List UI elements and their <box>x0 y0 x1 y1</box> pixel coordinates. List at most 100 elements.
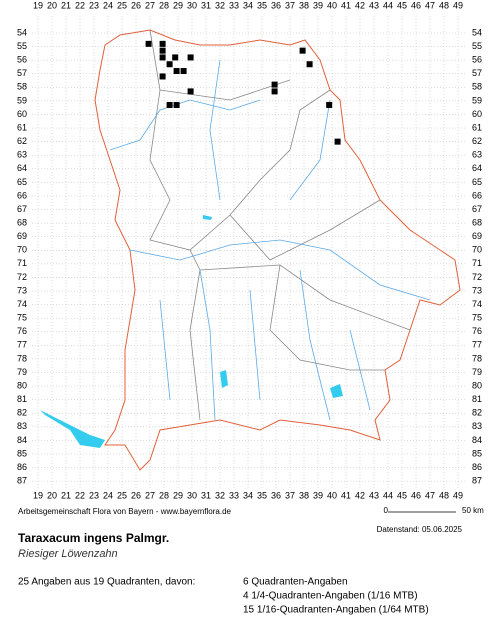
column-label: 44 <box>383 0 393 10</box>
record-square <box>173 101 180 108</box>
record-square <box>159 73 166 80</box>
column-label: 40 <box>327 490 337 500</box>
row-label: 73 <box>17 285 27 295</box>
column-label: 33 <box>229 0 239 10</box>
row-label: 70 <box>472 245 482 255</box>
row-label: 77 <box>17 340 27 350</box>
row-label: 87 <box>17 476 27 486</box>
row-label: 79 <box>17 367 27 377</box>
record-square <box>159 40 166 47</box>
column-label: 30 <box>187 0 197 10</box>
row-label: 62 <box>472 136 482 146</box>
row-label: 72 <box>17 272 27 282</box>
row-label: 76 <box>17 326 27 336</box>
row-label: 54 <box>17 27 27 37</box>
column-label: 48 <box>439 0 449 10</box>
column-label: 45 <box>397 0 407 10</box>
column-label: 20 <box>47 0 57 10</box>
column-label: 46 <box>411 0 421 10</box>
column-label: 28 <box>159 0 169 10</box>
row-label: 58 <box>17 82 27 92</box>
row-label: 69 <box>17 231 27 241</box>
row-label: 82 <box>17 408 27 418</box>
column-label: 42 <box>355 0 365 10</box>
row-label: 83 <box>472 421 482 431</box>
column-label: 43 <box>369 490 379 500</box>
row-label: 73 <box>472 285 482 295</box>
column-label: 37 <box>285 0 295 10</box>
row-label: 60 <box>472 109 482 119</box>
column-label: 29 <box>173 0 183 10</box>
row-label: 85 <box>17 448 27 458</box>
scale-start: 0 <box>384 506 389 515</box>
column-label: 21 <box>61 490 71 500</box>
row-label: 56 <box>472 55 482 65</box>
column-label: 22 <box>75 490 85 500</box>
record-square <box>326 101 333 108</box>
row-label: 64 <box>17 163 27 173</box>
row-label: 58 <box>472 82 482 92</box>
column-label: 39 <box>313 490 323 500</box>
column-label: 20 <box>47 490 57 500</box>
row-label: 54 <box>472 27 482 37</box>
record-square <box>306 61 313 68</box>
credit: Arbeitsgemeinschaft Flora von Bayern - w… <box>18 507 232 516</box>
row-label: 81 <box>472 394 482 404</box>
column-label: 32 <box>215 0 225 10</box>
row-label: 82 <box>472 408 482 418</box>
column-label: 28 <box>159 490 169 500</box>
column-label: 24 <box>103 0 113 10</box>
column-label: 19 <box>33 490 43 500</box>
row-label: 77 <box>472 340 482 350</box>
row-label: 64 <box>472 163 482 173</box>
row-label: 74 <box>17 299 27 309</box>
row-label: 57 <box>472 68 482 78</box>
column-label: 36 <box>271 490 281 500</box>
column-label: 26 <box>131 490 141 500</box>
column-label: 42 <box>355 490 365 500</box>
record-square <box>271 88 278 95</box>
row-label: 72 <box>472 272 482 282</box>
record-square <box>187 88 194 95</box>
column-label: 25 <box>117 490 127 500</box>
row-label: 68 <box>472 217 482 227</box>
summary-line: 15 1/16-Quadranten-Angaben (1/64 MTB) <box>243 605 429 616</box>
column-label: 41 <box>341 490 351 500</box>
summary-line: 4 1/4-Quadranten-Angaben (1/16 MTB) <box>243 591 418 602</box>
record-square <box>187 54 194 61</box>
common-name: Riesiger Löwenzahn <box>18 548 118 560</box>
column-label: 47 <box>425 490 435 500</box>
state-outline <box>94 29 461 471</box>
row-label: 63 <box>472 150 482 160</box>
column-label: 23 <box>89 490 99 500</box>
date: Datenstand: 05.06.2025 <box>377 525 463 534</box>
column-label: 43 <box>369 0 379 10</box>
column-label: 19 <box>33 0 43 10</box>
column-label: 35 <box>257 0 267 10</box>
records-layer <box>145 40 341 145</box>
record-square <box>159 54 166 61</box>
record-square <box>271 81 278 88</box>
row-label: 57 <box>17 68 27 78</box>
column-label: 27 <box>145 490 155 500</box>
row-label: 67 <box>17 204 27 214</box>
summary-total: 25 Angaben aus 19 Quadranten, davon: <box>18 577 195 588</box>
scale-end: 50 km <box>462 506 484 515</box>
record-square <box>145 40 152 47</box>
record-square <box>159 47 166 54</box>
column-label: 23 <box>89 0 99 10</box>
column-label: 49 <box>453 0 463 10</box>
row-label: 61 <box>17 122 27 132</box>
record-square <box>166 101 173 108</box>
record-square <box>180 68 187 75</box>
column-label: 24 <box>103 490 113 500</box>
record-square <box>172 54 179 61</box>
row-label: 69 <box>472 231 482 241</box>
row-label: 86 <box>472 462 482 472</box>
row-label: 80 <box>17 380 27 390</box>
row-label: 75 <box>17 313 27 323</box>
row-label: 83 <box>17 421 27 431</box>
column-label: 45 <box>397 490 407 500</box>
record-square <box>299 47 306 54</box>
column-label: 22 <box>75 0 85 10</box>
